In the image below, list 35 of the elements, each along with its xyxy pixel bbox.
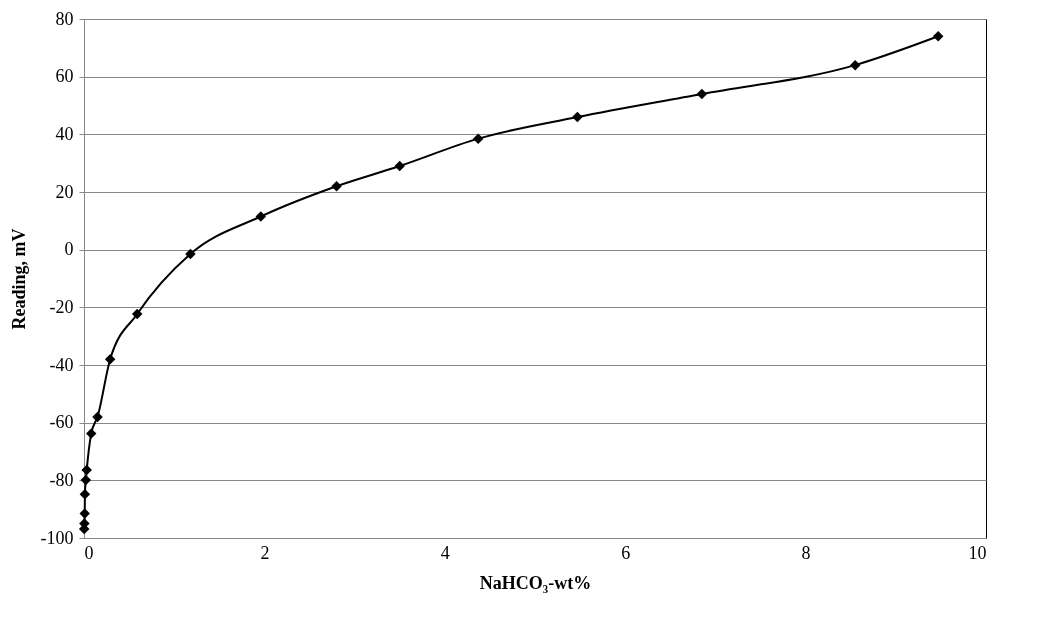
y-tick-label: 60 [55, 66, 74, 87]
point [331, 180, 342, 192]
y-axis-title: Reading, mV [8, 228, 29, 330]
point [85, 428, 97, 439]
x-axis-title: NaHCO₃-wt% [479, 572, 592, 593]
x-tick-label: 8 [801, 542, 811, 563]
point [80, 474, 92, 486]
point [849, 59, 861, 71]
y-tick-label: -20 [49, 296, 74, 317]
point [79, 508, 90, 519]
y-tick-label: 80 [55, 8, 74, 29]
x-tick-label: 0 [84, 542, 94, 563]
point [79, 488, 91, 500]
point [572, 111, 583, 123]
y-tick-label: 20 [55, 181, 74, 202]
point [104, 353, 116, 365]
point [185, 248, 196, 260]
point [131, 308, 143, 320]
y-tick-label: -80 [49, 469, 74, 490]
y-tick-label: 0 [64, 239, 74, 260]
y-tick-label: 40 [55, 123, 74, 144]
x-tick-label: 4 [440, 542, 450, 563]
point [696, 88, 708, 100]
point [472, 133, 484, 144]
point [932, 31, 944, 42]
x-tick-label: 2 [260, 542, 270, 563]
y-tick-label: -60 [49, 412, 74, 433]
y-tick-label: -100 [40, 527, 74, 548]
point [92, 411, 103, 423]
point [394, 160, 405, 172]
point [81, 464, 92, 476]
x-tick-label: 10 [968, 542, 987, 563]
x-tick-label: 6 [621, 542, 631, 563]
y-tick-label: -40 [49, 354, 74, 375]
point [255, 211, 267, 222]
